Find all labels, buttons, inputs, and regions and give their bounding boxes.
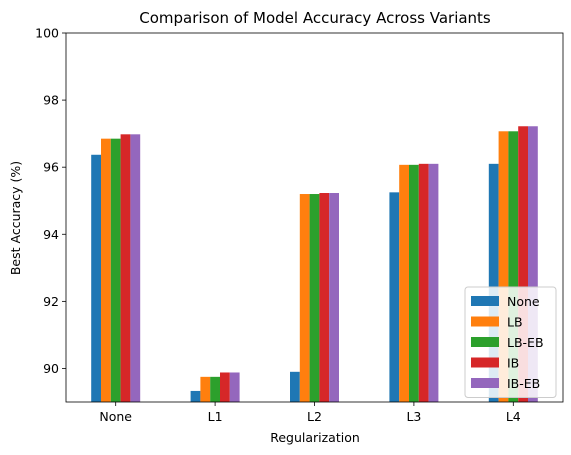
- bar-none-l1: [190, 390, 201, 402]
- bar-none-l4: [488, 163, 499, 402]
- bar-lb-eb-l4: [508, 131, 519, 403]
- bar-ib-l1: [220, 372, 230, 402]
- legend-label-ib: IB: [507, 356, 519, 371]
- bar-ib-eb-l4: [528, 126, 538, 402]
- y-tick-label: 98: [43, 93, 59, 108]
- y-tick-label: 100: [35, 26, 59, 41]
- bar-ib-l3: [418, 163, 429, 402]
- legend-swatch-lb: [471, 316, 499, 327]
- y-tick-label: 90: [43, 361, 59, 376]
- legend-swatch-none: [471, 296, 499, 306]
- y-tick-label: 96: [43, 160, 59, 175]
- legend-swatch-ib-eb: [471, 378, 499, 388]
- bar-lb-l3: [399, 164, 409, 402]
- bar-ib-eb-l2: [329, 193, 339, 402]
- legend-label-lb-eb: LB-EB: [507, 335, 544, 350]
- x-tick-label: L1: [208, 409, 223, 424]
- bar-lb-none: [101, 138, 111, 403]
- bar-none-l3: [389, 192, 400, 402]
- bar-none-none: [91, 154, 101, 402]
- bar-lb-l2: [299, 194, 310, 402]
- legend-label-ib-eb: IB-EB: [507, 376, 540, 391]
- bar-ib-l4: [518, 126, 528, 402]
- bar-ib-eb-none: [130, 134, 141, 402]
- x-tick-label: L3: [406, 409, 421, 424]
- legend-box: [464, 286, 557, 398]
- x-tick-label: None: [99, 409, 132, 424]
- chart-title: Comparison of Model Accuracy Across Vari…: [139, 9, 491, 27]
- x-axis-title: Regularization: [270, 430, 360, 445]
- bar-lb-eb-none: [110, 138, 121, 403]
- x-tick-label: L2: [307, 409, 322, 424]
- y-tick-label: 94: [43, 227, 59, 242]
- x-tick-label: L4: [506, 409, 521, 424]
- bar-ib-l2: [319, 193, 330, 402]
- bar-none-l2: [290, 371, 300, 402]
- bar-ib-none: [120, 134, 131, 402]
- bar-lb-eb-l2: [309, 194, 320, 402]
- bar-lb-l1: [200, 376, 211, 402]
- bar-lb-l4: [498, 131, 509, 403]
- legend-swatch-lb-eb: [471, 337, 499, 347]
- legend-label-none: None: [507, 294, 540, 309]
- bar-ib-eb-l1: [229, 372, 240, 402]
- bar-ib-eb-l3: [428, 163, 439, 402]
- y-tick-label: 92: [43, 294, 59, 309]
- legend-swatch-ib: [471, 357, 499, 368]
- plot-area: 90 92 94 96 98 100 None L1 L2 L3 L4: [35, 26, 564, 424]
- legend-label-lb: LB: [507, 315, 523, 330]
- legend: None LB LB-EB IB IB-EB: [464, 286, 557, 398]
- bar-lb-eb-l3: [409, 164, 419, 402]
- y-axis-title: Best Accuracy (%): [8, 161, 23, 275]
- bar-lb-eb-l1: [210, 376, 220, 402]
